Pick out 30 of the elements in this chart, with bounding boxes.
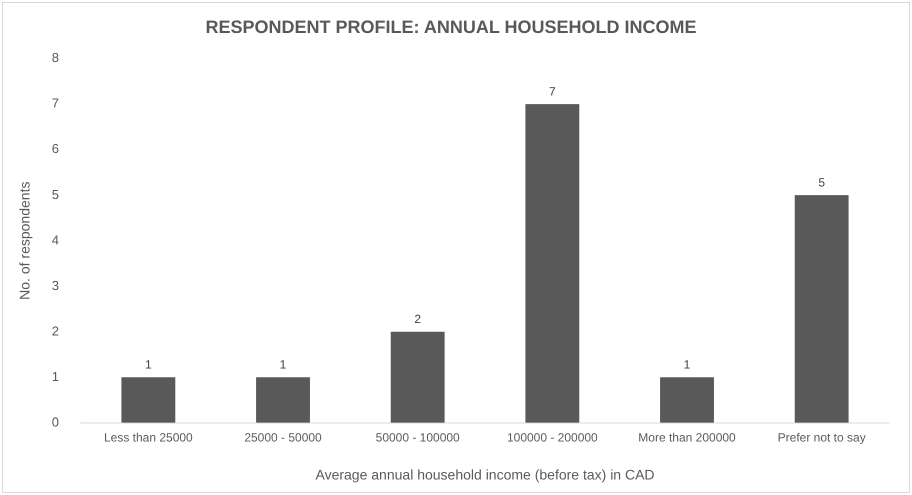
data-label: 1	[145, 358, 152, 372]
x-tick-label: More than 200000	[638, 430, 736, 444]
y-tick-label: 5	[52, 186, 60, 202]
x-tick-label: 100000 - 200000	[506, 430, 598, 444]
x-axis-title: Average annual household income (before tax) in CAD	[315, 466, 655, 482]
data-label: 2	[414, 312, 422, 326]
y-tick-label: 0	[52, 414, 60, 430]
y-tick-label: 8	[52, 50, 60, 66]
y-tick-label: 2	[52, 323, 60, 338]
data-label: 7	[549, 84, 556, 98]
chart-title: RESPONDENT PROFILE: ANNUAL HOUSEHOLD INCOME	[205, 16, 697, 37]
data-label: 1	[684, 358, 691, 372]
y-tick-label: 7	[52, 96, 60, 111]
bar	[525, 104, 580, 423]
x-tick-label: Less than 25000	[104, 430, 194, 444]
x-tick-label: 50000 - 100000	[376, 430, 460, 444]
data-label: 5	[818, 175, 826, 190]
data-label: 1	[280, 358, 287, 372]
y-axis-title: No. of respondents	[16, 182, 32, 300]
bar	[256, 377, 310, 423]
bar	[660, 377, 714, 423]
y-tick-label: 6	[52, 141, 60, 156]
y-tick-label: 4	[52, 232, 60, 248]
y-tick-label: 1	[52, 368, 60, 384]
bar	[390, 332, 445, 423]
bar	[794, 195, 849, 423]
y-tick-label: 3	[52, 278, 60, 293]
bar	[121, 377, 176, 423]
x-tick-label: 25000 - 50000	[244, 430, 322, 444]
x-tick-label: Prefer not to say	[778, 430, 866, 444]
